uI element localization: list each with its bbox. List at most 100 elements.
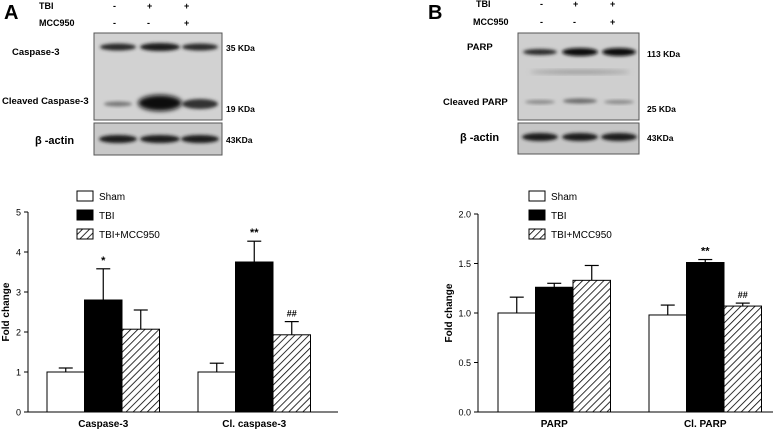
panel-b-blot-labels: PARP Cleaved PARP β -actin 113 KDa 25 KD… xyxy=(443,42,680,144)
y-tick-label: 2 xyxy=(16,328,21,338)
y-tick-label: 0.5 xyxy=(458,358,471,368)
header-mcc950-sign-lane1-b: - xyxy=(540,17,543,27)
significance-marker: ## xyxy=(738,290,748,300)
header-tbi-sign-lane2: + xyxy=(147,1,152,11)
legend-swatch xyxy=(76,190,94,202)
band-actin-lane1-b xyxy=(522,133,558,141)
significance-marker: ** xyxy=(701,246,710,258)
band-caspase3-lane2 xyxy=(140,43,180,51)
x-category-label: Cl. caspase-3 xyxy=(222,419,286,429)
bar-tbi-mcc950-0 xyxy=(121,328,160,413)
blot-label-actin: β -actin xyxy=(35,135,74,147)
y-tick-label: 1.0 xyxy=(458,309,471,319)
panel-a-western-blot xyxy=(93,32,223,156)
blot-label-actin-b: β -actin xyxy=(460,132,499,144)
header-mcc950-sign-lane2: - xyxy=(147,18,150,28)
legend-label: TBI+MCC950 xyxy=(551,230,612,241)
header-tbi-sign-lane3-b: + xyxy=(610,0,615,9)
bar-sham-0 xyxy=(46,371,85,413)
y-tick-label: 5 xyxy=(16,208,21,218)
header-tbi-sign-lane1: - xyxy=(113,1,116,11)
header-tbi-label: TBI xyxy=(39,1,54,11)
bar-tbi-mcc950-1 xyxy=(723,305,762,413)
panel-b-western-blot xyxy=(517,32,640,155)
header-mcc950-sign-lane1: - xyxy=(113,18,116,28)
panel-b-letter: B xyxy=(428,2,442,24)
band-caspase3-lane3 xyxy=(182,43,218,51)
blot-label-cleaved-parp: Cleaved PARP xyxy=(443,97,508,108)
legend-label: Sham xyxy=(99,192,125,203)
header-mcc950-sign-lane3: + xyxy=(184,18,189,28)
y-tick-label: 1.5 xyxy=(458,259,471,269)
blot-label-parp: PARP xyxy=(467,42,493,53)
panel-a-letter: A xyxy=(4,2,18,24)
blot-label-caspase3: Caspase-3 xyxy=(12,47,60,58)
header-tbi-sign-lane3: + xyxy=(184,1,189,11)
x-category-label: Cl. PARP xyxy=(684,419,727,429)
x-category-label: PARP xyxy=(541,419,568,429)
significance-marker: ** xyxy=(250,227,259,239)
band-cleaved-caspase3-lane3 xyxy=(182,99,218,109)
band-cleaved-caspase3-lane2 xyxy=(138,95,182,111)
y-tick-label: 4 xyxy=(16,248,21,258)
significance-marker: ## xyxy=(287,309,297,319)
band-actin-lane3-b xyxy=(601,133,637,141)
bar-tbi-mcc950-0 xyxy=(572,279,611,413)
y-tick-label: 0 xyxy=(16,408,21,418)
y-tick-label: 1 xyxy=(16,368,21,378)
header-mcc950-label: MCC950 xyxy=(39,18,75,28)
legend-swatch xyxy=(528,228,546,240)
legend-label: TBI xyxy=(99,211,115,222)
bar-tbi-0 xyxy=(535,286,574,413)
legend-swatch xyxy=(528,190,546,202)
band-actin-lane1 xyxy=(99,135,137,143)
header-mcc950-sign-lane3-b: + xyxy=(610,17,615,27)
y-tick-label: 2.0 xyxy=(458,210,471,220)
blot-size-actin: 43KDa xyxy=(226,135,253,145)
header-mcc950-label-b: MCC950 xyxy=(473,17,509,27)
header-tbi-sign-lane1-b: - xyxy=(540,0,543,9)
blot-size-cleaved-caspase3: 19 KDa xyxy=(226,104,255,114)
blot-size-parp: 113 KDa xyxy=(647,49,680,59)
blot-size-cleaved-parp: 25 KDa xyxy=(647,104,676,114)
y-axis-label: Fold change xyxy=(1,282,12,341)
band-actin-lane2-b xyxy=(562,133,598,141)
panel-b-bar-chart: 0.0 0.5 1.0 1.5 2.0 Fold change PARP Cl. PARP **… xyxy=(444,190,773,429)
y-tick-label: 3 xyxy=(16,288,21,298)
bar-tbi-1 xyxy=(235,261,274,413)
bar-tbi-1 xyxy=(686,262,725,413)
panel-a-treatment-header: TBI - + + MCC950 - - + xyxy=(39,1,189,28)
significance-marker: * xyxy=(101,255,106,267)
legend-label: Sham xyxy=(551,192,577,203)
panel-a: A TBI - + + MCC950 - - + xyxy=(1,1,338,429)
legend-label: TBI+MCC950 xyxy=(99,230,160,241)
blot-label-cleaved-caspase3: Cleaved Caspase-3 xyxy=(2,96,89,107)
legend-swatch xyxy=(76,228,94,240)
header-mcc950-sign-lane2-b: - xyxy=(573,17,576,27)
panel-a-bar-chart: 0 1 2 3 4 5 Fold change Caspase-3 Cl. caspase-3 *… xyxy=(1,190,338,429)
panel-b-treatment-header: TBI - + + MCC950 - - + xyxy=(473,0,615,27)
band-cleaved-parp-lane3 xyxy=(604,100,634,104)
legend-label: TBI xyxy=(551,211,567,222)
bar-sham-1 xyxy=(648,314,687,413)
x-category-label: Caspase-3 xyxy=(78,419,128,429)
bar-tbi-0 xyxy=(84,299,123,413)
bar-tbi-mcc950-1 xyxy=(272,334,311,413)
panel-a-blot-labels: Caspase-3 Cleaved Caspase-3 β -actin 35 … xyxy=(2,43,255,147)
band-actin-lane2 xyxy=(140,135,180,143)
bar-sham-0 xyxy=(497,312,536,413)
band-cleaved-parp-lane1 xyxy=(525,100,555,104)
blot-size-caspase3: 35 KDa xyxy=(226,43,255,53)
blot-size-actin-b: 43KDa xyxy=(647,133,674,143)
band-caspase3-lane1 xyxy=(100,43,136,51)
band-parp-lane1 xyxy=(523,49,557,55)
legend-swatch xyxy=(528,209,546,221)
band-nonspecific xyxy=(530,70,630,74)
y-axis-label: Fold change xyxy=(444,283,455,342)
legend-swatch xyxy=(76,209,94,221)
band-cleaved-parp-lane2 xyxy=(563,98,597,104)
band-cleaved-caspase3-lane1 xyxy=(104,101,132,107)
band-parp-lane3 xyxy=(602,48,636,56)
y-tick-label: 0.0 xyxy=(458,408,471,418)
